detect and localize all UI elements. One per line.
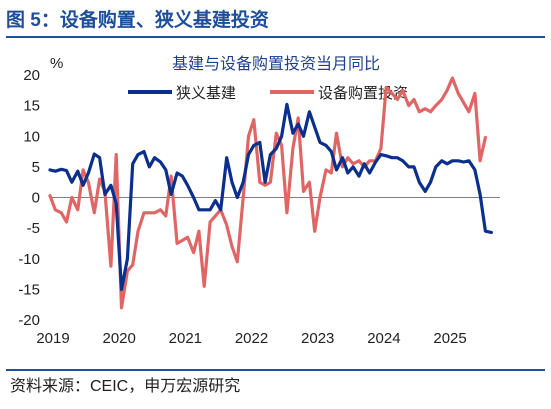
chart-title: 基建与设备购置投资当月同比 — [172, 55, 380, 73]
line-chart: 基建与设备购置投资当月同比 % 狭义基建 设备购置投资 20 15 10 5 0 -5 -10… — [18, 55, 500, 347]
y-axis: 20 15 10 5 0 -5 -10 -15 -20 — [18, 67, 40, 329]
y-tick-label: -20 — [18, 312, 40, 329]
x-tick-label: 2019 — [36, 330, 69, 347]
x-tick-label: 2024 — [367, 330, 400, 347]
x-tick-label: 2025 — [433, 330, 466, 347]
series-line-equipment — [48, 76, 487, 310]
y-tick-label: 0 — [32, 190, 40, 207]
y-tick-label: -5 — [27, 220, 40, 237]
chart-area: 基建与设备购置投资当月同比 % 狭义基建 设备购置投资 20 15 10 5 0 -5 -10… — [0, 40, 551, 360]
series-layer — [48, 76, 493, 310]
y-tick-label: 5 — [32, 159, 40, 176]
x-tick-label: 2021 — [169, 330, 202, 347]
x-tick-label: 2020 — [102, 330, 135, 347]
legend-label: 狭义基建 — [176, 85, 236, 102]
source-divider — [6, 369, 545, 371]
figure-title: 图 5：设备购置、狭义基建投资 — [6, 4, 545, 38]
source-note: 资料来源：CEIC，申万宏源研究 — [10, 378, 241, 395]
y-tick-label: 15 — [23, 98, 40, 115]
y-tick-label: -15 — [18, 281, 40, 298]
series-line-infrastructure — [48, 102, 493, 291]
x-tick-label: 2022 — [235, 330, 268, 347]
y-tick-label: 10 — [23, 128, 40, 145]
chart-legend: 狭义基建 设备购置投资 — [128, 85, 408, 102]
y-axis-unit-label: % — [50, 55, 63, 72]
legend-label: 设备购置投资 — [318, 85, 408, 102]
y-tick-label: 20 — [23, 67, 40, 84]
x-tick-label: 2023 — [301, 330, 334, 347]
x-axis: 2019 2020 2021 2022 2023 2024 2025 — [36, 330, 466, 347]
y-tick-label: -10 — [18, 251, 40, 268]
